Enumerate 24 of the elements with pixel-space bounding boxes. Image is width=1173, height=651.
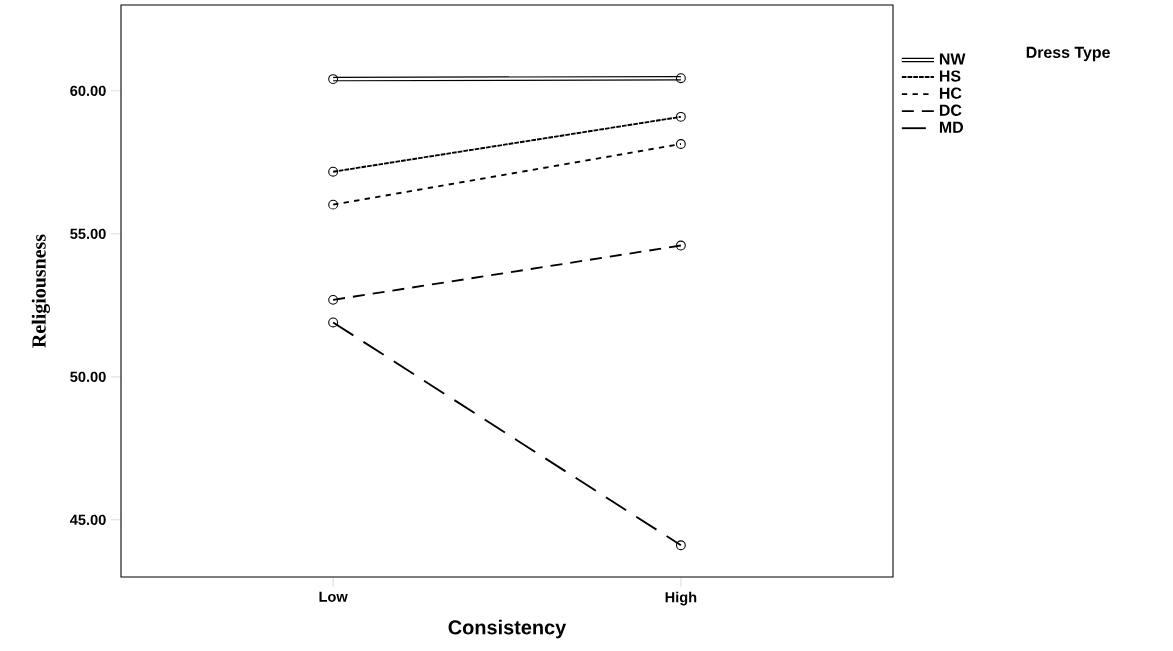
point [328,74,339,84]
legend-label: HC [939,87,962,99]
point [675,240,686,251]
y-tick-label: 50.00 [70,371,106,382]
x-tick-label: Low [319,591,348,602]
y-tick-label: 60.00 [70,85,106,96]
y-axis-title: Religiousness [31,234,50,348]
point [675,73,686,84]
x-axis-title: Consistency [448,619,567,639]
point [328,199,339,210]
legend-title: Dress Type [1026,46,1110,62]
point [675,139,686,149]
legend-label: HS [939,70,961,82]
point [675,540,686,551]
point [328,166,339,177]
x-tick-label: High [665,591,697,606]
legend-label: NW [939,53,966,65]
y-tick-label: 55.00 [70,228,106,239]
y-tick-label: 45.00 [69,514,106,525]
legend-label: MD [939,121,963,133]
legend-label: DC [939,104,962,116]
point [328,317,339,328]
point [328,294,339,305]
point [675,111,686,122]
